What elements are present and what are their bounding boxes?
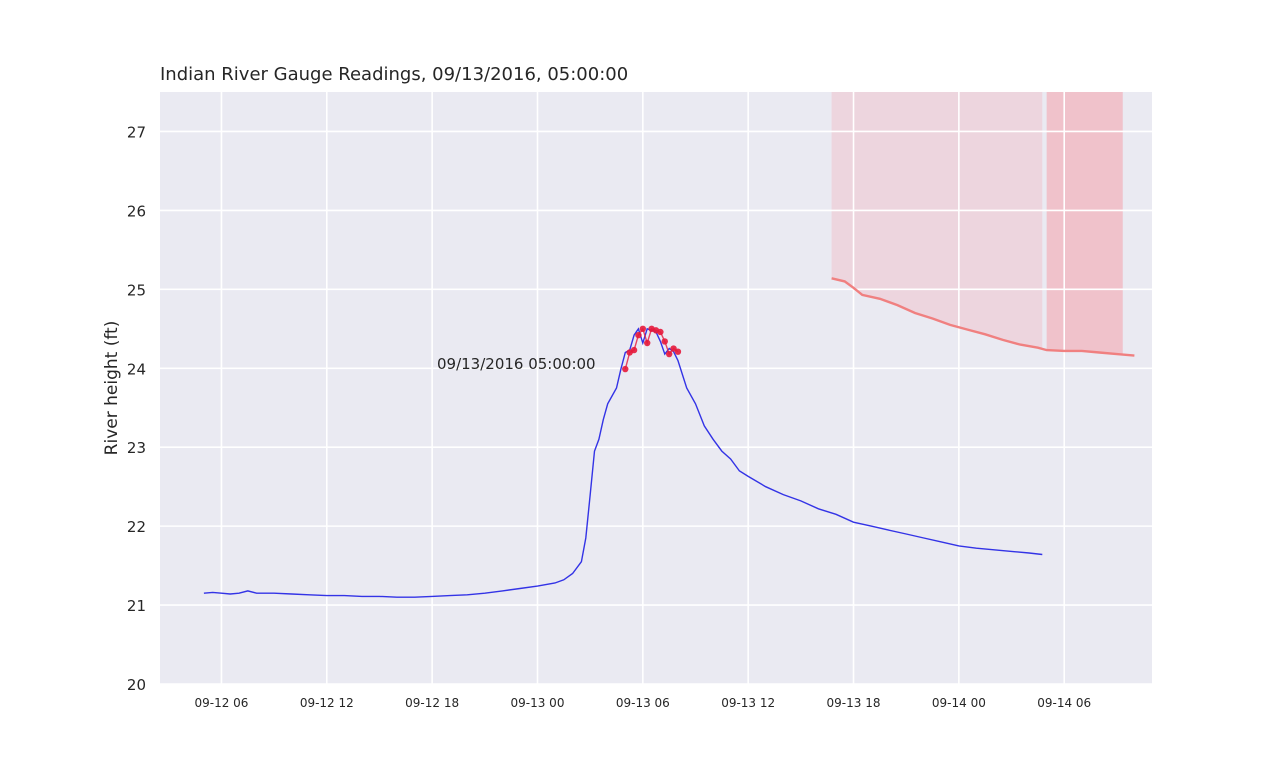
x-tick-label-7: 09-13 18 bbox=[827, 696, 881, 710]
highlighted-point-13 bbox=[674, 348, 682, 355]
y-tick-label-2: 21 bbox=[127, 597, 146, 615]
x-tick-label-6: 09-13 12 bbox=[721, 696, 775, 710]
series-layer bbox=[203, 277, 1135, 598]
x-tick-label-5: 09-13 06 bbox=[616, 696, 670, 710]
y-tick-label-3: 22 bbox=[127, 518, 146, 536]
forecast-shaded-region-1 bbox=[831, 92, 1043, 349]
y-tick-label-1: 20 bbox=[127, 676, 146, 694]
y-tick-label-4: 23 bbox=[127, 439, 146, 457]
x-tick-label-2: 09-12 12 bbox=[300, 696, 354, 710]
gridlines bbox=[160, 92, 1152, 685]
y-tick-label-6: 25 bbox=[127, 281, 146, 299]
highlighted-point-5 bbox=[639, 325, 647, 332]
y-tick-label-8: 27 bbox=[127, 123, 146, 141]
x-tick-label-9: 09-14 06 bbox=[1037, 696, 1091, 710]
highlighted-point-3 bbox=[630, 346, 638, 354]
x-tick-label-3: 09-12 18 bbox=[405, 696, 459, 710]
x-tick-label-8: 09-14 00 bbox=[932, 696, 986, 710]
y-axis-label: River height (ft) bbox=[102, 321, 122, 456]
x-tick-label-4: 09-13 00 bbox=[511, 696, 565, 710]
plot-area bbox=[160, 92, 1152, 684]
highlighted-point-1 bbox=[622, 365, 629, 373]
y-tick-label-5: 24 bbox=[127, 360, 146, 378]
highlighted-point-6 bbox=[644, 339, 651, 347]
tick-labels: 20 21 22 23 24 25 26 27 09-12 06 09-12 12 09-12 18… bbox=[127, 123, 1091, 710]
forecast-series-line bbox=[831, 277, 1135, 357]
x-tick-label-1: 09-12 06 bbox=[194, 696, 248, 710]
highlighted-point-11 bbox=[665, 350, 673, 358]
y-tick-label-7: 26 bbox=[127, 202, 146, 220]
highlighted-point-10 bbox=[661, 338, 668, 345]
highlighted-point-9 bbox=[657, 328, 664, 336]
peak-annotation: 09/13/2016 05:00:00 bbox=[437, 355, 596, 373]
highlighted-point-4 bbox=[635, 331, 642, 339]
chart-title: Indian River Gauge Readings, 09/13/2016,… bbox=[160, 64, 628, 85]
